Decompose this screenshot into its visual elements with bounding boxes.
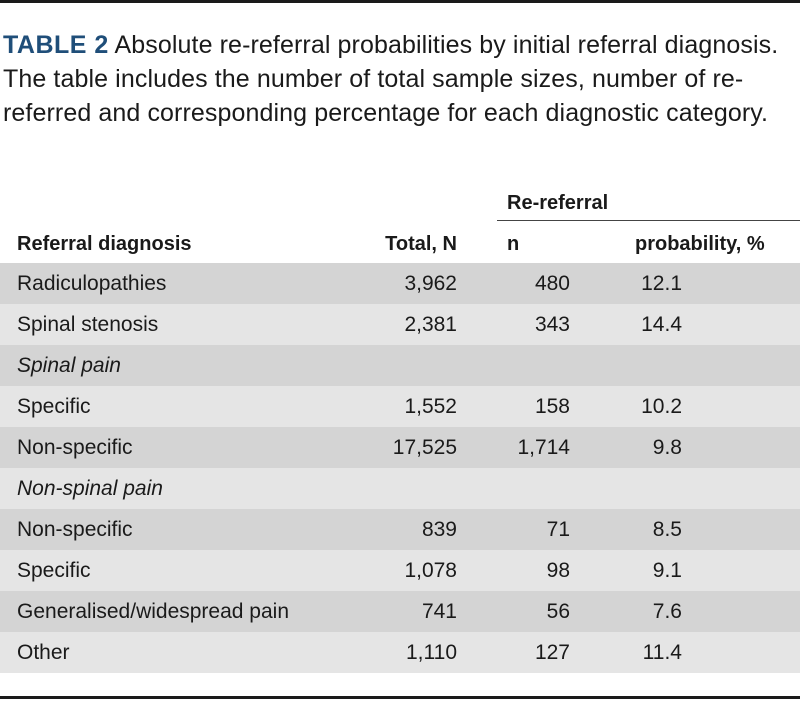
- header-referral-diagnosis: Referral diagnosis: [17, 233, 192, 255]
- table-row: Spinal stenosis 2,381 343 14.4: [0, 304, 800, 345]
- total-cell: 1,078: [404, 559, 457, 582]
- table-row: Other 1,110 127 11.4: [0, 632, 800, 673]
- total-cell: 1,552: [404, 395, 457, 418]
- diagnosis-cell: Radiculopathies: [17, 272, 167, 295]
- diagnosis-cell: Specific: [17, 395, 91, 418]
- n-cell: 158: [534, 395, 570, 418]
- caption-text: Absolute re-referral probabilities by in…: [3, 31, 779, 127]
- diagnosis-cell: Other: [17, 641, 70, 664]
- table-row: Specific 1,552 158 10.2: [0, 386, 800, 427]
- table-label: TABLE 2: [3, 31, 109, 59]
- table-caption: TABLE 2 Absolute re-referral probabiliti…: [3, 28, 793, 130]
- n-cell: 56: [546, 600, 570, 623]
- total-cell: 1,110: [406, 641, 457, 664]
- n-cell: 98: [546, 559, 570, 582]
- top-rule: [0, 0, 800, 3]
- probability-cell: 12.1: [641, 272, 682, 295]
- header-probability: probability, %: [635, 233, 765, 255]
- table-row: Radiculopathies 3,962 480 12.1: [0, 263, 800, 304]
- diagnosis-cell: Non-specific: [17, 436, 133, 459]
- diagnosis-cell: Generalised/widespread pain: [17, 600, 290, 623]
- n-cell: 480: [534, 272, 570, 295]
- probability-cell: 14.4: [641, 313, 682, 336]
- n-cell: 71: [546, 518, 570, 541]
- header-n: n: [507, 233, 520, 255]
- total-cell: 17,525: [392, 436, 457, 459]
- n-cell: 127: [534, 641, 570, 664]
- table-row: Non-specific 839 71 8.5: [0, 509, 800, 550]
- group-header-rule: [497, 220, 800, 221]
- diagnosis-cell: Spinal pain: [17, 354, 121, 377]
- probability-cell: 9.8: [652, 436, 682, 459]
- bottom-rule: [0, 696, 800, 699]
- total-cell: 839: [421, 518, 457, 541]
- n-cell: 343: [534, 313, 570, 336]
- section-header-row: Spinal pain: [0, 345, 800, 386]
- table-row: Specific 1,078 98 9.1: [0, 550, 800, 591]
- header-re-referral: Re-referral: [507, 192, 609, 214]
- probability-cell: 9.1: [652, 559, 682, 582]
- table-row: Non-specific 17,525 1,714 9.8: [0, 427, 800, 468]
- n-cell: 1,714: [517, 436, 570, 459]
- section-header-row: Non-spinal pain: [0, 468, 800, 509]
- total-cell: 3,962: [404, 272, 457, 295]
- total-cell: 2,381: [404, 313, 457, 336]
- header-total-n: Total, N: [385, 233, 457, 255]
- probability-cell: 7.6: [652, 600, 682, 623]
- diagnosis-cell: Spinal stenosis: [17, 313, 159, 336]
- probability-cell: 10.2: [641, 395, 682, 418]
- total-cell: 741: [421, 600, 457, 623]
- probability-cell: 11.4: [642, 641, 682, 664]
- probability-cell: 8.5: [652, 518, 682, 541]
- diagnosis-cell: Non-spinal pain: [17, 477, 163, 500]
- diagnosis-cell: Non-specific: [17, 518, 133, 541]
- table-row: Generalised/widespread pain 741 56 7.6: [0, 591, 800, 632]
- diagnosis-cell: Specific: [17, 559, 91, 582]
